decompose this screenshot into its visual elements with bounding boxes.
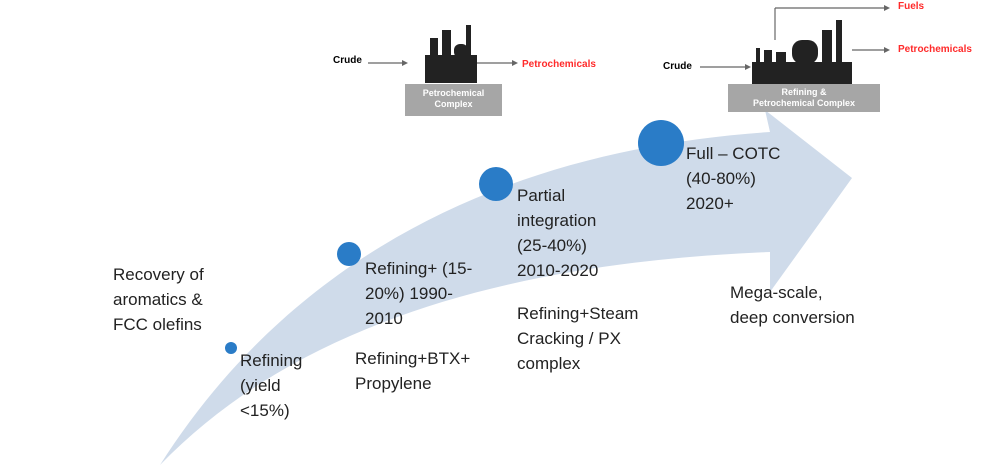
stage-label: <15%): [240, 401, 290, 420]
stage-label: Refining: [240, 351, 303, 370]
input-label: Crude: [663, 61, 692, 72]
progress-arrow: [160, 110, 852, 465]
label-line: Complex: [434, 99, 473, 109]
stage-label: 2020+: [686, 194, 734, 213]
stage-description: FCC olefins: [113, 315, 202, 334]
output-label: Petrochemicals: [898, 44, 972, 55]
stage-label: (40-80%): [686, 169, 756, 188]
stage-description: Recovery of: [113, 265, 204, 284]
stage-marker: [337, 242, 361, 266]
stage-label: Refining+ (15-: [365, 259, 473, 278]
input-label: Crude: [333, 55, 362, 66]
label-line: Petrochemical: [422, 88, 485, 98]
stage-description: aromatics &: [113, 290, 203, 309]
stage-label: (25-40%): [517, 236, 587, 255]
stage-description: Mega-scale,: [730, 283, 823, 302]
stage-marker: [479, 167, 513, 201]
stage-description: Cracking / PX: [517, 329, 621, 348]
stage-description: Refining+BTX+: [355, 349, 471, 368]
stage-description: deep conversion: [730, 308, 855, 327]
stage-label: 20%) 1990-: [365, 284, 453, 303]
label-line: Petrochemical Complex: [752, 98, 856, 108]
stage-label: Partial: [517, 186, 566, 205]
stage-label: (yield: [240, 376, 281, 395]
stage-marker: [225, 342, 237, 354]
stage-description: Propylene: [355, 374, 432, 393]
integrated-icon: [700, 5, 890, 84]
stage-marker: [638, 120, 684, 166]
stage-label: Full – COTC: [686, 144, 781, 163]
stage-description: complex: [517, 354, 581, 373]
stage-label: 2010-2020: [517, 261, 599, 280]
label-line: Refining &: [781, 87, 827, 97]
output-label: Petrochemicals: [522, 59, 596, 70]
petrochemical-icon: [368, 25, 518, 83]
stage-label: 2010: [365, 309, 403, 328]
stage-label: integration: [517, 211, 597, 230]
stage-description: Refining+Steam: [517, 304, 639, 323]
output-label: Fuels: [898, 1, 925, 12]
complex-label: Petrochemical Complex: [405, 84, 502, 116]
complex-label: Refining & Petrochemical Complex: [728, 84, 880, 112]
